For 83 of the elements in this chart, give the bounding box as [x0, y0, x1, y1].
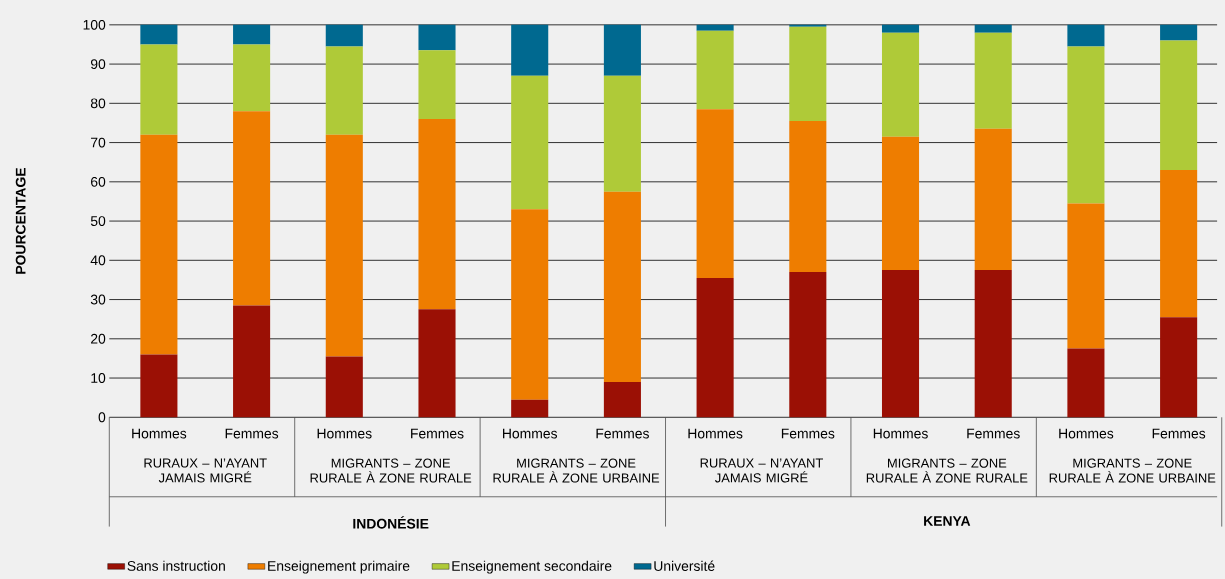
legend-label: Enseignement secondaire — [452, 560, 612, 574]
x-tick-label: Femmes — [1152, 428, 1206, 439]
bar — [511, 399, 549, 418]
bar — [789, 26, 827, 121]
bar — [603, 381, 641, 418]
bar — [696, 30, 734, 110]
legend-label: Enseignement primaire — [268, 560, 410, 574]
text: INDONÉSIE — [353, 516, 429, 529]
text: KENYA — [924, 516, 971, 526]
legend-label: Université — [654, 560, 715, 571]
x-tick-label: Hommes — [132, 428, 187, 439]
bar — [603, 75, 641, 192]
bar — [511, 75, 549, 210]
x-tick-label: Hommes — [503, 428, 558, 439]
y-tick-label: 90 — [90, 59, 106, 69]
bar — [789, 120, 827, 272]
text: MIGRANTS – ZONE RURALE À ZONE URBAINE — [493, 458, 660, 483]
text: MIGRANTS – ZONE RURALE À ZONE RURALE — [310, 458, 472, 483]
x-tick-label: Femmes — [967, 428, 1020, 439]
bar — [881, 24, 920, 33]
bar — [1067, 203, 1105, 349]
bar — [696, 109, 734, 278]
bar — [603, 24, 641, 76]
y-axis-title: POURCENTAGE — [15, 167, 26, 274]
bar — [603, 191, 641, 382]
bar — [1160, 40, 1198, 170]
bar — [1160, 24, 1198, 41]
bar — [696, 24, 734, 31]
bar — [1067, 46, 1105, 204]
bar — [418, 309, 456, 418]
bar — [233, 44, 271, 112]
y-tick-label: 40 — [90, 255, 106, 266]
y-tick-label: 60 — [91, 176, 106, 187]
x-tick-label: Femmes — [781, 428, 835, 439]
y-tick-label: 80 — [90, 98, 106, 109]
bar — [974, 24, 1012, 33]
bar — [974, 32, 1012, 129]
bar — [789, 271, 827, 418]
bar — [881, 32, 920, 137]
bar — [881, 270, 920, 418]
bar — [418, 118, 456, 310]
y-tick-label: 10 — [91, 373, 106, 383]
bar — [140, 354, 178, 418]
text: RURAUX – N’AYANT JAMAIS MIGRÉ — [144, 458, 267, 483]
bar — [140, 24, 178, 45]
x-tick-label: Femmes — [411, 428, 464, 439]
bar — [325, 356, 363, 418]
x-tick-label: Hommes — [317, 428, 372, 439]
bar — [511, 209, 549, 400]
y-tick-label: 0 — [98, 412, 106, 423]
bar — [233, 111, 271, 306]
bar — [1160, 317, 1198, 418]
text: RURAUX – N’AYANT JAMAIS MIGRÉ — [700, 458, 823, 483]
x-tick-label: Femmes — [596, 428, 649, 439]
legend-label: Sans instruction — [127, 560, 225, 571]
bar — [696, 277, 734, 418]
bar — [418, 50, 456, 119]
bar — [974, 128, 1012, 271]
bar — [233, 305, 271, 418]
y-tick-label: 100 — [83, 19, 106, 30]
bar — [1067, 348, 1105, 418]
bar — [881, 136, 920, 271]
y-tick-label: 50 — [90, 216, 106, 226]
bar — [1160, 169, 1198, 318]
bar — [1067, 24, 1105, 47]
y-tick-label: 70 — [91, 137, 106, 148]
x-tick-label: Femmes — [225, 428, 279, 439]
bar — [418, 24, 456, 51]
text: MIGRANTS – ZONE RURALE À ZONE URBAINE — [1049, 458, 1216, 483]
x-tick-label: Hommes — [873, 428, 928, 439]
bar — [974, 270, 1012, 418]
bar — [325, 134, 363, 357]
bar — [511, 24, 549, 76]
text: MIGRANTS – ZONE RURALE À ZONE RURALE — [866, 458, 1028, 483]
bar — [140, 134, 178, 355]
x-tick-label: Hommes — [1059, 428, 1114, 439]
bar — [233, 24, 271, 45]
y-tick-label: 20 — [91, 333, 106, 344]
bar — [325, 24, 363, 47]
y-tick-label: 30 — [90, 294, 106, 305]
bar — [140, 44, 178, 135]
x-tick-label: Hommes — [688, 428, 743, 439]
bar — [325, 46, 363, 135]
